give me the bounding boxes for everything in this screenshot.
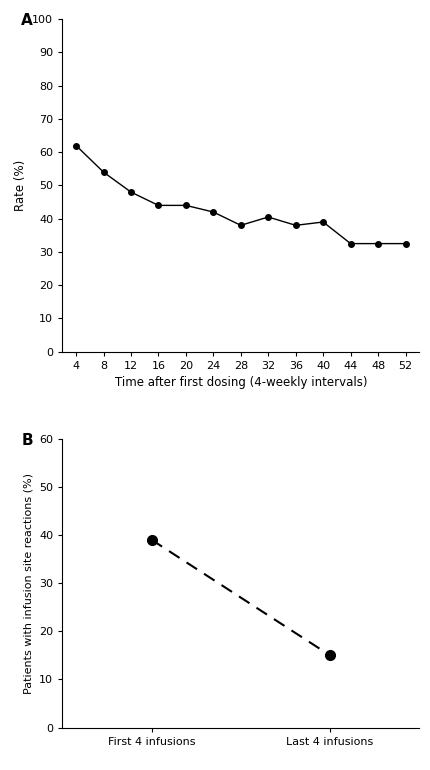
Text: B: B xyxy=(22,433,33,448)
Text: A: A xyxy=(22,12,33,28)
Y-axis label: Rate (%): Rate (%) xyxy=(14,160,27,211)
Y-axis label: Patients with infusion site reactions (%): Patients with infusion site reactions (%… xyxy=(24,473,34,694)
X-axis label: Time after first dosing (4-weekly intervals): Time after first dosing (4-weekly interv… xyxy=(114,377,367,389)
